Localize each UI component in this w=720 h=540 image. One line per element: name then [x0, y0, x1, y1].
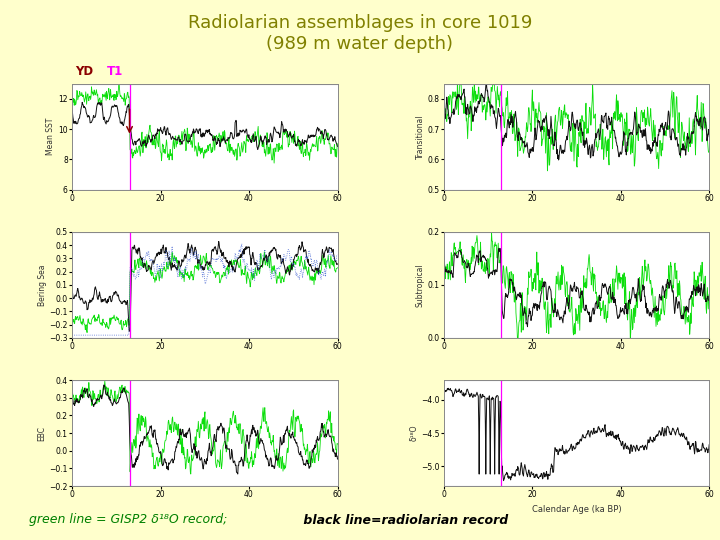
Text: Radiolarian assemblages in core 1019: Radiolarian assemblages in core 1019	[188, 14, 532, 31]
Text: green line = GISP2 δ¹⁸O record;: green line = GISP2 δ¹⁸O record;	[29, 514, 228, 526]
Y-axis label: δ¹⁸O: δ¹⁸O	[409, 425, 418, 441]
X-axis label: Calendar Age (ka BP): Calendar Age (ka BP)	[531, 505, 621, 514]
Y-axis label: Mean SST: Mean SST	[46, 118, 55, 156]
Text: YD: YD	[76, 65, 94, 78]
Text: (989 m water depth): (989 m water depth)	[266, 35, 454, 53]
Text: black line=radiolarian record: black line=radiolarian record	[299, 514, 508, 526]
Y-axis label: Subtropical: Subtropical	[415, 263, 425, 307]
Y-axis label: Transitional: Transitional	[415, 114, 425, 159]
Y-axis label: EBC: EBC	[37, 426, 47, 441]
Text: T1: T1	[107, 65, 123, 78]
Y-axis label: Bering Sea: Bering Sea	[37, 264, 47, 306]
